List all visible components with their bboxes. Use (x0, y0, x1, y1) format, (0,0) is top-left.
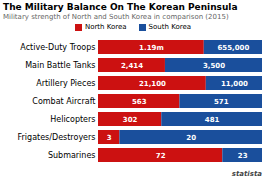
svg-text:Main Battle Tanks: Main Battle Tanks (25, 61, 95, 70)
svg-text:Artillery Pieces: Artillery Pieces (36, 79, 95, 88)
html-text:statista: statista (231, 170, 262, 178)
svg-text:11,000: 11,000 (221, 80, 248, 88)
html-text:South Korea: South Korea (148, 23, 191, 31)
svg-text:72: 72 (156, 152, 166, 160)
svg-text:23: 23 (238, 152, 248, 160)
svg-text:655,000: 655,000 (217, 44, 249, 52)
svg-text:Submarines: Submarines (48, 151, 96, 160)
svg-text:571: 571 (214, 98, 229, 106)
svg-text:302: 302 (123, 116, 138, 124)
svg-text:2,414: 2,414 (121, 62, 143, 70)
svg-text:Active-Duty Troops: Active-Duty Troops (20, 43, 95, 52)
svg-text:3: 3 (107, 134, 112, 142)
html-text:Military strength of North and: Military strength of North and South Kor… (3, 13, 229, 21)
svg-text:21,100: 21,100 (139, 80, 166, 88)
html-text:North Korea: North Korea (85, 23, 127, 31)
html-text:The Military Balance On The Ko: The Military Balance On The Korean Penin… (3, 2, 238, 12)
svg-text:20: 20 (186, 134, 196, 142)
svg-text:Helicopters: Helicopters (50, 115, 95, 124)
svg-text:Frigates/Destroyers: Frigates/Destroyers (18, 133, 96, 142)
svg-text:1.19m: 1.19m (139, 44, 164, 52)
svg-text:481: 481 (205, 116, 220, 124)
svg-text:563: 563 (132, 98, 147, 106)
svg-text:Combat Aircraft: Combat Aircraft (32, 97, 95, 106)
svg-text:3,500: 3,500 (203, 62, 225, 70)
